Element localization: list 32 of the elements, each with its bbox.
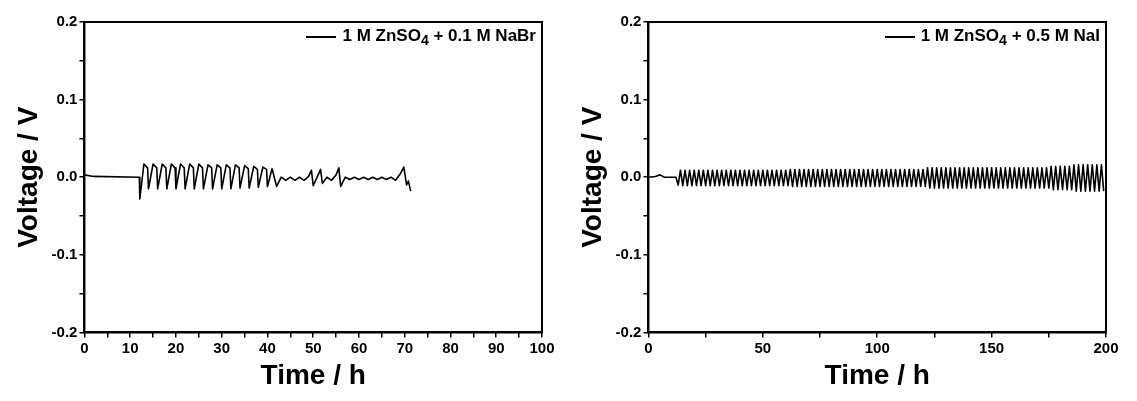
x-tick-label: 80 bbox=[442, 338, 459, 356]
y-tick-label: -0.1 bbox=[51, 244, 78, 262]
x-tick-label: 60 bbox=[350, 338, 368, 356]
y-tick-label: -0.1 bbox=[615, 244, 642, 262]
y-tick-label: 0.0 bbox=[620, 167, 642, 185]
x-tick-label: 150 bbox=[979, 338, 1005, 356]
legend-label: 1 M ZnSO$_{4}$ + 0.1 M NaBr bbox=[342, 26, 536, 49]
x-tick-label: 40 bbox=[259, 338, 276, 356]
x-tick-label: 90 bbox=[487, 338, 505, 356]
x-tick-label: 50 bbox=[304, 338, 322, 356]
x-tick-label: 50 bbox=[754, 338, 772, 356]
x-tick-label: 100 bbox=[864, 338, 890, 356]
x-tick-label: 100 bbox=[529, 338, 555, 356]
y-tick-label: -0.2 bbox=[615, 322, 642, 340]
x-tick-label: 0 bbox=[80, 338, 89, 356]
legend-label: 1 M ZnSO$_{4}$ + 0.5 M NaI bbox=[920, 26, 1100, 49]
x-tick-label: 20 bbox=[167, 338, 185, 356]
y-tick-label: 0.1 bbox=[620, 89, 642, 107]
y-axis-title: Voltage / V bbox=[575, 106, 607, 248]
x-axis-title: Time / h bbox=[824, 358, 930, 390]
x-tick-label: 30 bbox=[213, 338, 231, 356]
y-axis-title: Voltage / V bbox=[11, 106, 43, 248]
x-axis-title: Time / h bbox=[260, 358, 366, 390]
y-tick-label: -0.2 bbox=[51, 322, 78, 340]
y-tick-label: 0.2 bbox=[56, 12, 78, 30]
y-tick-label: 0.1 bbox=[56, 89, 78, 107]
x-tick-label: 200 bbox=[1093, 338, 1119, 356]
y-tick-label: 0.2 bbox=[620, 12, 642, 30]
x-tick-label: 70 bbox=[396, 338, 414, 356]
y-tick-label: 0.0 bbox=[56, 167, 78, 185]
x-tick-label: 0 bbox=[644, 338, 653, 356]
x-tick-label: 10 bbox=[121, 338, 139, 356]
